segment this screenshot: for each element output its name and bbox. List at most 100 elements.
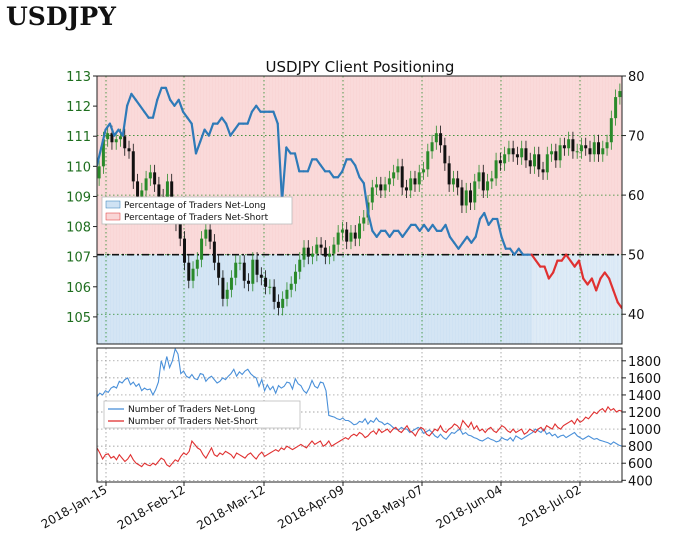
candle-41 bbox=[272, 279, 276, 310]
pct-segment-16 bbox=[164, 86, 172, 101]
candle-57 bbox=[340, 222, 344, 241]
pct-segment-9 bbox=[134, 98, 142, 107]
sentiment-fill-80 bbox=[441, 76, 447, 344]
sentiment-fill-54 bbox=[329, 76, 335, 344]
pct-segment-104 bbox=[543, 265, 550, 280]
right-tick-80: 80 bbox=[628, 70, 645, 85]
pct-segment-35 bbox=[246, 110, 254, 125]
pct-segment-87 bbox=[470, 235, 477, 244]
pct-segment-30 bbox=[224, 122, 232, 137]
candle-28 bbox=[217, 255, 221, 286]
sentiment-fill-38 bbox=[260, 76, 266, 344]
sentiment-fill-114 bbox=[587, 76, 593, 344]
pct-segment-108 bbox=[560, 253, 568, 262]
legend-label-net-short: Percentage of Traders Net-Short bbox=[124, 213, 269, 223]
candle-104 bbox=[541, 161, 545, 180]
pct-segment-121 bbox=[616, 301, 622, 310]
left-tick-105: 105 bbox=[66, 311, 91, 326]
candle-107 bbox=[554, 143, 558, 168]
candle-23 bbox=[195, 252, 199, 277]
x-tick-2: 2018-Mar-12 bbox=[194, 482, 267, 532]
candle-75 bbox=[417, 164, 421, 192]
pct-segment-17 bbox=[169, 98, 176, 107]
sentiment-fill-48 bbox=[303, 76, 309, 344]
candle-65 bbox=[375, 176, 379, 195]
sentiment-fill-50 bbox=[312, 76, 317, 344]
sentiment-fill-56 bbox=[337, 76, 343, 344]
candle-11 bbox=[144, 170, 148, 198]
sentiment-fill-72 bbox=[406, 76, 412, 344]
sentiment-fill-97 bbox=[514, 76, 520, 344]
candle-36 bbox=[251, 252, 255, 292]
candle-98 bbox=[515, 146, 519, 165]
pct-segment-20 bbox=[181, 110, 189, 119]
candle-115 bbox=[588, 140, 592, 162]
sentiment-fill-101 bbox=[531, 76, 537, 344]
candle-6 bbox=[123, 128, 127, 156]
pct-segment-1 bbox=[100, 128, 107, 149]
sentiment-fill-14 bbox=[157, 76, 163, 344]
candle-74 bbox=[413, 170, 417, 192]
legend-swatch-net-short bbox=[105, 212, 121, 221]
sentiment-fill-12 bbox=[148, 76, 154, 344]
candle-45 bbox=[289, 276, 293, 298]
count-tick-1400: 1400 bbox=[628, 389, 661, 404]
candle-54 bbox=[328, 246, 332, 265]
count-tick-1600: 1600 bbox=[628, 372, 661, 387]
sentiment-fill-92 bbox=[492, 76, 498, 344]
sentiment-fill-45 bbox=[290, 76, 296, 344]
candle-82 bbox=[447, 155, 451, 192]
candle-120 bbox=[609, 110, 613, 150]
right-count-axis: 400 600 800 1000 1200 1400 1600 1800 bbox=[622, 355, 661, 489]
left-tick-108: 108 bbox=[66, 221, 91, 236]
x-tick-5: 2018-Jun-04 bbox=[434, 482, 505, 531]
pct-segment-43 bbox=[280, 146, 288, 203]
pct-segment-119 bbox=[607, 277, 615, 292]
pct-segment-84 bbox=[457, 241, 464, 250]
candle-47 bbox=[298, 252, 302, 280]
bottom-grid bbox=[97, 348, 622, 482]
pct-segment-21 bbox=[186, 116, 193, 125]
sentiment-fill-67 bbox=[385, 76, 391, 344]
pct-segment-70 bbox=[397, 229, 404, 238]
pct-segment-42 bbox=[276, 122, 284, 203]
sentiment-fill-71 bbox=[402, 76, 408, 344]
left-tick-106: 106 bbox=[66, 281, 91, 296]
candle-87 bbox=[468, 182, 472, 210]
left-tick-111: 111 bbox=[66, 130, 91, 145]
sentiment-fill-93 bbox=[497, 76, 503, 344]
candle-48 bbox=[302, 240, 306, 268]
pct-segment-67 bbox=[384, 229, 391, 238]
pct-segment-28 bbox=[216, 116, 223, 125]
x-tick-0: 2018-Jan-15 bbox=[39, 482, 110, 531]
candle-95 bbox=[503, 146, 507, 171]
candle-97 bbox=[511, 140, 515, 162]
pct-segment-11 bbox=[143, 110, 150, 119]
sentiment-fill-28 bbox=[217, 76, 223, 344]
sentiment-fill-7 bbox=[127, 76, 132, 344]
candle-4 bbox=[114, 131, 118, 150]
candle-42 bbox=[276, 294, 280, 316]
sentiment-fill-94 bbox=[501, 76, 507, 344]
right-percent-axis: 40 50 60 70 80 bbox=[622, 70, 645, 323]
sentiment-fill-39 bbox=[264, 76, 270, 344]
pct-segment-113 bbox=[582, 277, 589, 286]
pct-segment-74 bbox=[414, 223, 421, 232]
pct-segment-54 bbox=[328, 170, 335, 179]
sentiment-fill-53 bbox=[325, 76, 330, 344]
sentiment-fill-9 bbox=[135, 76, 141, 344]
top-legend: Percentage of Traders Net-Long Percentag… bbox=[101, 196, 293, 225]
candle-88 bbox=[473, 173, 477, 210]
x-tick-3: 2018-Apr-09 bbox=[275, 482, 346, 531]
candle-60 bbox=[353, 225, 357, 247]
sentiment-fill-74 bbox=[415, 76, 421, 344]
pct-segment-14 bbox=[156, 86, 163, 101]
sentiment-fill-85 bbox=[462, 76, 468, 344]
sentiment-fill-83 bbox=[454, 76, 459, 344]
pct-segment-96 bbox=[509, 247, 516, 256]
candle-31 bbox=[229, 270, 233, 298]
candle-7 bbox=[127, 140, 131, 159]
candle-111 bbox=[571, 131, 575, 159]
sentiment-fill-68 bbox=[389, 76, 395, 344]
